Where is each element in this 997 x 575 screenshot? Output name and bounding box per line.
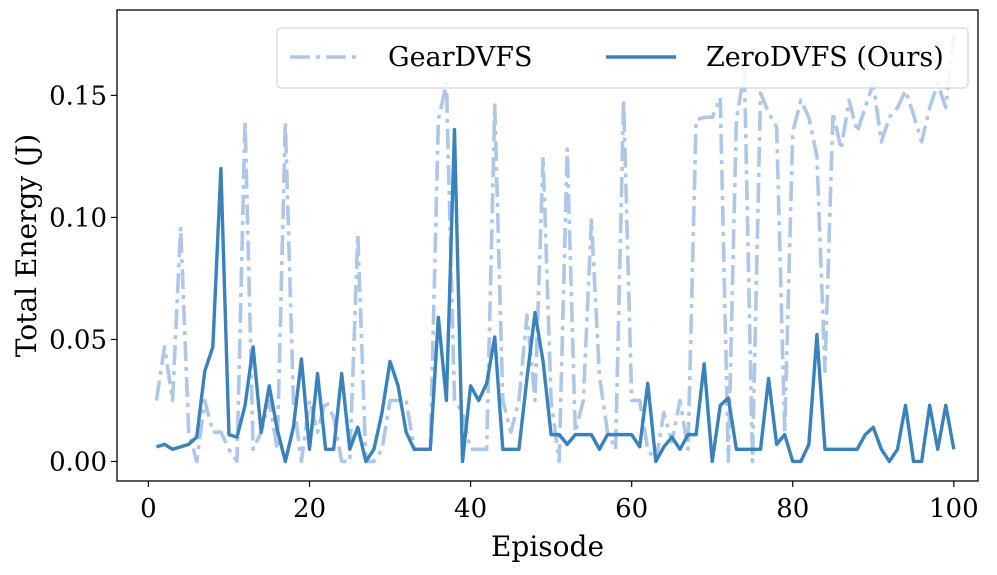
x-tick-label: 20 xyxy=(293,494,326,524)
y-axis: 0.00 0.05 0.10 0.15 xyxy=(49,81,117,477)
plot-frame xyxy=(116,9,979,482)
legend-label-zerodvfs: ZeroDVFS (Ours) xyxy=(706,42,944,73)
x-tick-label: 40 xyxy=(454,494,487,524)
y-tick-label: 0.05 xyxy=(49,325,107,355)
y-tick-label: 0.10 xyxy=(49,203,107,233)
legend-label-geardvfs: GearDVFS xyxy=(388,42,532,73)
legend: GearDVFS ZeroDVFS (Ours) xyxy=(276,27,969,89)
x-axis: 0 20 40 60 80 100 xyxy=(140,481,979,524)
y-axis-label: Total Energy (J) xyxy=(10,134,43,357)
x-tick-label: 80 xyxy=(776,494,809,524)
y-tick-label: 0.00 xyxy=(49,447,107,477)
series-layer xyxy=(154,34,956,464)
x-tick-label: 100 xyxy=(929,494,979,524)
x-tick-label: 60 xyxy=(615,494,648,524)
series-line-zerodvfs xyxy=(155,127,956,464)
x-tick-label: 0 xyxy=(140,494,157,524)
series-line-geardvfs xyxy=(154,34,956,464)
x-axis-label: Episode xyxy=(491,530,604,563)
y-tick-label: 0.15 xyxy=(49,81,107,111)
